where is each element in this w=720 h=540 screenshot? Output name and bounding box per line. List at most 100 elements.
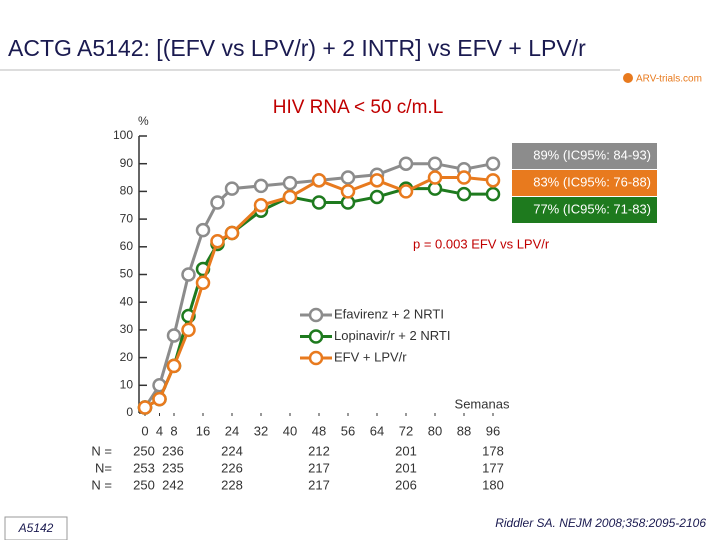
n-value: 212 <box>308 443 330 458</box>
data-point <box>485 156 501 171</box>
data-point <box>311 173 327 188</box>
x-tick-label: 32 <box>254 423 268 438</box>
data-point <box>427 170 443 185</box>
n-value: 228 <box>221 477 243 492</box>
data-point <box>195 222 211 238</box>
n-value: 177 <box>482 460 504 475</box>
n-value: 250 <box>133 477 155 492</box>
data-point <box>456 186 472 202</box>
data-point <box>210 195 225 210</box>
n-value: 180 <box>482 477 504 492</box>
n-value: 226 <box>221 460 243 475</box>
data-point <box>137 400 153 415</box>
data-point <box>210 234 225 249</box>
y-tick-label: 70 <box>120 211 134 225</box>
annotation-box <box>512 143 657 169</box>
logo: ARV-trials.com <box>636 74 702 85</box>
y-tick-label: 100 <box>113 128 133 142</box>
y-tick-label: 80 <box>120 184 134 198</box>
n-value: 253 <box>133 460 155 475</box>
n-value: 236 <box>162 443 184 458</box>
x-tick-label: 64 <box>370 423 384 438</box>
annotation-text: 89% (IC95%: 84-93) <box>533 147 651 162</box>
x-tick-label: 88 <box>457 423 471 438</box>
n-value: 242 <box>162 477 184 492</box>
x-tick-label: 56 <box>341 423 355 438</box>
legend-label: EFV + LPV/r <box>334 349 407 364</box>
n-value: 206 <box>395 477 417 492</box>
annotation-text: 77% (IC95%: 71-83) <box>533 201 651 216</box>
legend-marker <box>308 329 324 344</box>
series-line <box>143 162 494 409</box>
legend-marker <box>308 350 324 366</box>
y-axis-label: % <box>138 114 149 128</box>
n-row-label: N = <box>91 443 112 458</box>
series-line <box>144 187 493 409</box>
y-tick-label: 20 <box>120 350 134 364</box>
annotation-box <box>512 170 657 196</box>
y-tick-label: 60 <box>120 239 134 253</box>
slide-title: ACTG A5142: [(EFV vs LPV/r) + 2 INTR] vs… <box>8 35 586 61</box>
p-value: p = 0.003 EFV vs LPV/r <box>413 236 550 251</box>
data-point <box>224 225 240 241</box>
data-point <box>282 189 298 205</box>
data-point <box>166 328 182 343</box>
data-point <box>311 195 327 210</box>
annotation-box <box>512 197 657 223</box>
n-value: 201 <box>395 443 417 458</box>
x-tick-label: 80 <box>428 423 442 438</box>
data-point <box>398 184 414 199</box>
data-point <box>195 275 211 291</box>
n-row-label: N= <box>95 460 112 475</box>
data-point <box>166 358 182 374</box>
n-value: 224 <box>221 443 243 458</box>
y-tick-label: 30 <box>120 322 134 336</box>
data-point <box>485 186 501 202</box>
x-tick-label: 4 <box>156 423 163 438</box>
data-point <box>253 178 269 194</box>
x-tick-label: 8 <box>170 423 177 438</box>
x-tick-label: 0 <box>141 423 148 438</box>
data-point <box>253 198 269 213</box>
y-tick-label: 40 <box>120 294 134 308</box>
data-point <box>181 322 196 338</box>
data-point <box>340 170 356 185</box>
n-value: 201 <box>395 460 417 475</box>
chart-subtitle: HIV RNA < 50 c/m.L <box>273 97 444 118</box>
x-tick-label: 48 <box>312 423 326 438</box>
legend-marker <box>308 307 324 323</box>
n-value: 217 <box>308 460 330 475</box>
x-axis-label: Semanas <box>455 396 510 411</box>
series-line <box>144 176 494 409</box>
data-point <box>224 181 240 196</box>
x-tick-label: 16 <box>196 423 210 438</box>
logo-icon <box>623 73 633 83</box>
data-point <box>398 156 414 171</box>
x-tick-label: 40 <box>283 423 297 438</box>
data-point <box>456 170 472 185</box>
data-point <box>340 184 356 199</box>
data-point <box>282 175 298 191</box>
n-value: 250 <box>133 443 155 458</box>
data-point <box>181 267 196 282</box>
n-value: 178 <box>482 443 504 458</box>
n-value: 235 <box>162 460 184 475</box>
y-tick-label: 50 <box>120 267 134 281</box>
footer-box <box>4 516 68 540</box>
x-tick-label: 72 <box>399 423 413 438</box>
data-point <box>369 189 385 205</box>
data-point <box>427 156 443 171</box>
x-tick-label: 96 <box>486 423 500 438</box>
footer-left: A5142 <box>18 521 54 535</box>
reference: Riddler SA. NEJM 2008;358:2095-2106 <box>495 516 706 530</box>
y-tick-label: 0 <box>126 405 133 419</box>
y-tick-label: 10 <box>120 377 134 391</box>
y-tick-label: 90 <box>120 156 134 170</box>
data-point <box>369 173 385 188</box>
annotation-text: 83% (IC95%: 76-88) <box>533 174 651 189</box>
legend-label: Efavirenz + 2 NRTI <box>334 306 444 321</box>
n-value: 217 <box>308 477 330 492</box>
x-tick-label: 24 <box>225 423 239 438</box>
legend-label: Lopinavir/r + 2 NRTI <box>334 328 450 343</box>
